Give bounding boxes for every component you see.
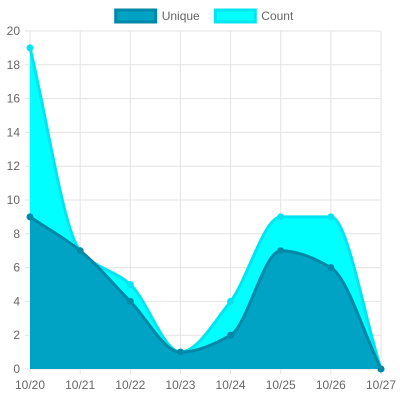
y-tick-label: 14 <box>7 125 21 139</box>
area-unique <box>30 216 381 369</box>
point-unique[interactable] <box>227 331 235 339</box>
x-tick-label: 10/21 <box>65 378 95 392</box>
series-areas <box>28 47 383 370</box>
axes: 0 2 4 6 8 10 12 14 16 18 20 10/20 10/21 10/22 10/23 10/… <box>7 24 397 392</box>
y-tick-label: 2 <box>13 328 20 342</box>
point-unique[interactable] <box>327 264 335 272</box>
y-tick-label: 4 <box>13 294 20 308</box>
point-unique[interactable] <box>176 348 184 356</box>
point-unique[interactable] <box>26 213 34 221</box>
point-count[interactable] <box>26 44 34 52</box>
y-tick-label: 0 <box>13 362 20 376</box>
x-tick-label: 10/23 <box>165 378 195 392</box>
legend: Unique Count <box>114 8 294 24</box>
y-tick-label: 8 <box>13 227 20 241</box>
y-tick-label: 18 <box>7 58 21 72</box>
point-unique[interactable] <box>76 247 84 255</box>
legend-item-count[interactable]: Count <box>213 8 294 24</box>
point-count[interactable] <box>126 281 134 288</box>
legend-swatch-count <box>213 8 257 24</box>
point-unique[interactable] <box>126 297 134 305</box>
x-tick-label: 10/22 <box>115 378 145 392</box>
legend-label-unique: Unique <box>162 9 200 23</box>
point-count[interactable] <box>277 213 285 221</box>
legend-label-count: Count <box>261 9 294 23</box>
x-tick-label: 10/20 <box>15 378 45 392</box>
y-tick-label: 16 <box>7 92 21 106</box>
point-unique[interactable] <box>277 247 285 255</box>
y-tick-label: 10 <box>7 193 21 207</box>
x-tick-label: 10/27 <box>366 378 396 392</box>
x-tick-label: 10/26 <box>316 378 346 392</box>
y-tick-label: 6 <box>13 261 20 275</box>
point-count[interactable] <box>327 213 335 221</box>
legend-swatch-unique <box>114 8 158 24</box>
x-tick-label: 10/25 <box>266 378 296 392</box>
x-tick-label: 10/24 <box>216 378 246 392</box>
series-points <box>26 44 385 373</box>
point-count[interactable] <box>227 297 235 305</box>
point-unique[interactable] <box>377 365 385 373</box>
legend-item-unique[interactable]: Unique <box>114 8 200 24</box>
y-tick-label: 12 <box>7 159 21 173</box>
y-tick-label: 20 <box>7 24 21 38</box>
